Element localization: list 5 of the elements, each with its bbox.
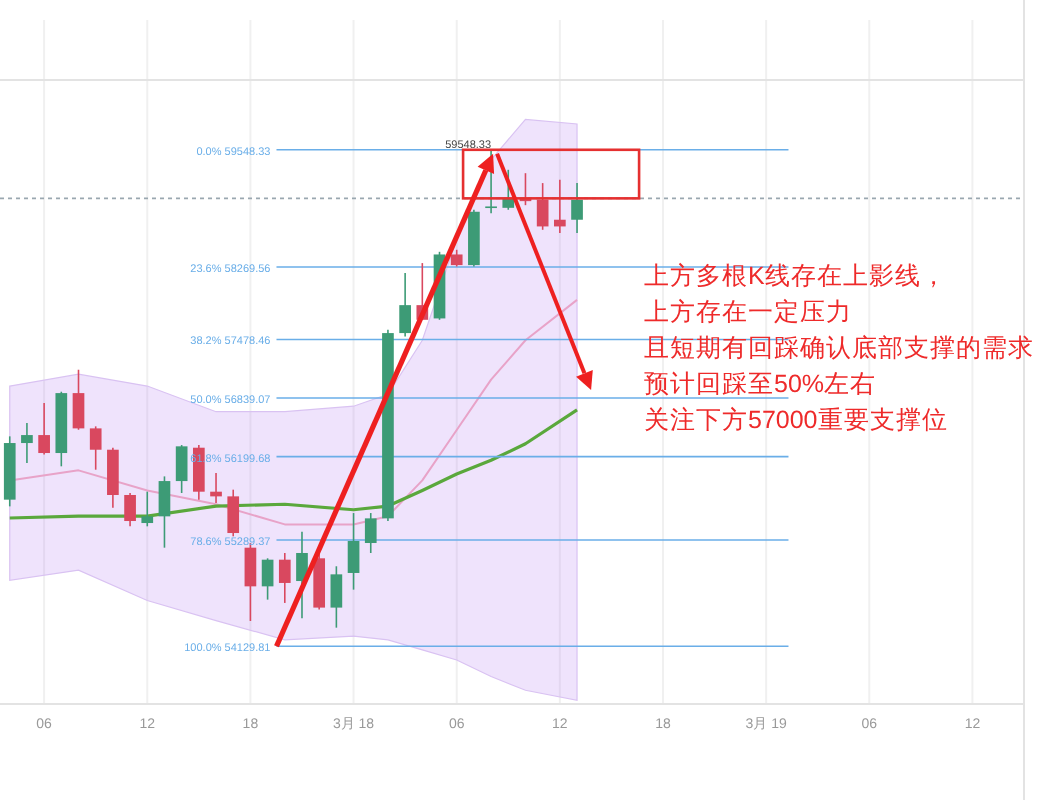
annotation: 关注下方57000重要支撑位 — [644, 404, 948, 434]
annotation: 上方多根K线存在上影线， — [644, 260, 947, 290]
annotation: 预计回踩至50%左右 — [644, 370, 877, 398]
annotation: 且短期有回踩确认底部支撑的需求 — [644, 334, 1034, 362]
annotation: 上方存在一定压力 — [644, 296, 852, 326]
